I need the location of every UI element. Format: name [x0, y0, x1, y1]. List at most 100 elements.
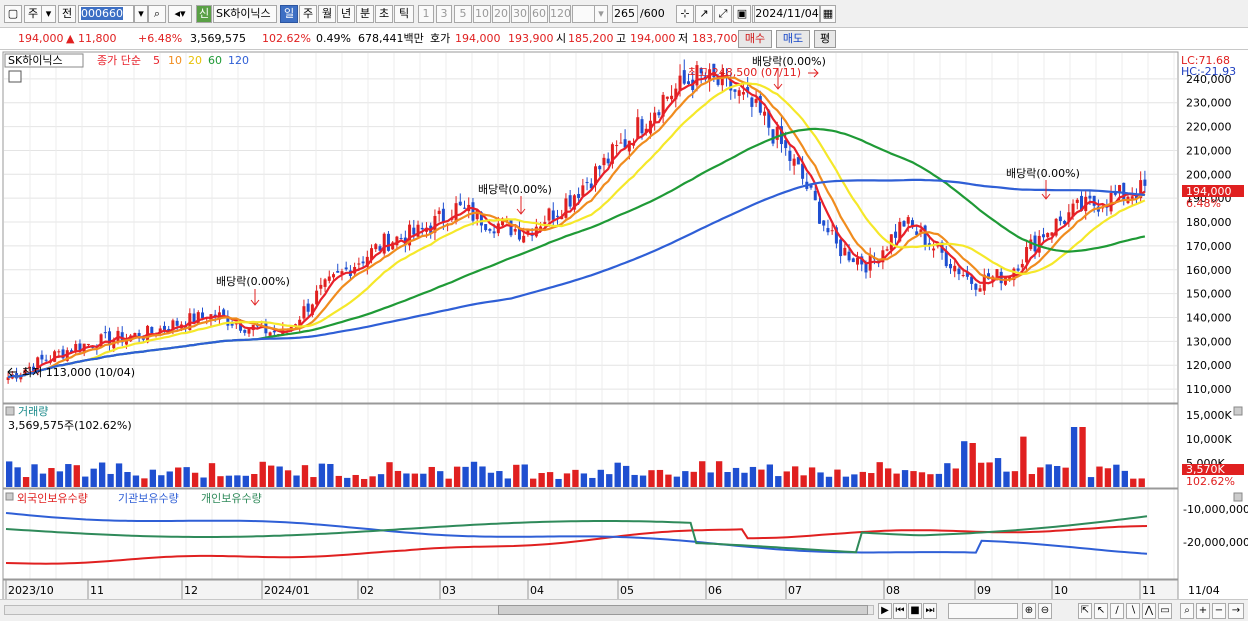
interval-20[interactable]: 20	[492, 5, 510, 23]
count-input[interactable]: 265	[612, 5, 638, 23]
scrollbar-track[interactable]	[4, 605, 874, 615]
calendar-icon[interactable]: ▦	[820, 5, 836, 23]
volume-bar	[800, 475, 807, 487]
candle	[272, 330, 276, 333]
interval-1[interactable]: 1	[418, 5, 434, 23]
speaker-icon[interactable]: ◂▾	[168, 5, 192, 23]
search-icon[interactable]: ⌕	[148, 5, 166, 23]
prev-button[interactable]: 전	[58, 5, 76, 23]
tab-period-tick[interactable]: 틱	[394, 5, 414, 23]
candle	[243, 329, 247, 333]
stop-icon[interactable]: ■	[908, 603, 922, 619]
x-label: 2024/01	[264, 584, 310, 597]
current-price-marker	[1182, 185, 1244, 197]
volume-bar	[969, 443, 976, 487]
interval-5[interactable]: 5	[454, 5, 472, 23]
crosshair-icon[interactable]: ⊹	[676, 5, 694, 23]
date-input[interactable]: 2024/11/04	[754, 5, 820, 23]
volume-panel-frame	[2, 403, 1179, 489]
interval-3[interactable]: 3	[436, 5, 452, 23]
save-icon[interactable]: ▣	[733, 5, 751, 23]
search-icon[interactable]: ⌕	[1180, 603, 1194, 619]
tool-icon[interactable]: ⋀	[1142, 603, 1156, 619]
candle	[686, 81, 690, 85]
tool-icon[interactable]: ⇱	[1078, 603, 1092, 619]
tool-icon[interactable]: ∖	[1126, 603, 1140, 619]
zoom-in-icon[interactable]: ⊕	[1022, 603, 1036, 619]
vol-current-marker	[1182, 464, 1244, 475]
chevron-down-icon[interactable]: ▾	[42, 5, 56, 23]
volume-bar	[22, 477, 30, 487]
tab-period-month[interactable]: 월	[318, 5, 336, 23]
avg-button[interactable]: 평	[814, 30, 836, 48]
interval-30[interactable]: 30	[511, 5, 529, 23]
volume-bar	[98, 462, 106, 487]
zoom-out-icon[interactable]: ⊖	[1038, 603, 1052, 619]
candle	[1092, 195, 1096, 206]
volume-bar	[1121, 470, 1128, 487]
scrollbar-thumb[interactable]	[498, 605, 868, 615]
volume-bar	[758, 469, 765, 487]
candle	[1134, 195, 1138, 199]
new-badge[interactable]: 신	[196, 5, 212, 23]
candle	[268, 332, 272, 336]
volume-bar	[707, 472, 714, 487]
volume-bar	[851, 474, 858, 487]
candle	[137, 333, 141, 339]
candle	[754, 99, 758, 103]
tab-period-week[interactable]: 주	[299, 5, 317, 23]
lc-label: LC:71.68	[1181, 54, 1230, 67]
chart-area[interactable]: SK하이닉스 종가 단순 5 10 20 60 120 LC:71.68 HC:…	[0, 51, 1248, 601]
tool-icon[interactable]: ▭	[1158, 603, 1172, 619]
volume-bar	[986, 462, 993, 487]
volume-bar	[580, 473, 588, 487]
tool-icon[interactable]: ∕	[1110, 603, 1124, 619]
candle	[192, 313, 196, 324]
rewind-icon[interactable]: ⏮	[893, 603, 907, 619]
x-label: 12	[184, 584, 198, 597]
candle	[948, 263, 952, 269]
tab-period-second[interactable]: 초	[375, 5, 393, 23]
interval-120[interactable]: 120	[549, 5, 571, 23]
layout-icon[interactable]: ▢	[4, 5, 22, 23]
zoom-icon[interactable]: ⤢	[714, 5, 732, 23]
interval-dropdown-icon[interactable]: ▾	[594, 5, 608, 23]
volume-bar	[158, 475, 165, 487]
buy-button[interactable]: 매수	[738, 30, 772, 48]
volume-bar	[124, 472, 131, 487]
volume-bar	[834, 469, 841, 487]
chart-svg[interactable]: SK하이닉스 종가 단순 5 10 20 60 120 LC:71.68 HC:…	[0, 51, 1248, 601]
holding-panel-frame	[2, 488, 1179, 580]
price-tick: 110,000	[1186, 383, 1232, 396]
price-tick: 140,000	[1186, 311, 1232, 324]
x-axis-panel	[2, 579, 1179, 601]
bottom-toolbar: ▶ ⏮ ■ ⏭ ⊕ ⊖ ⇱ ↖ ∕ ∖ ⋀ ▭ ⌕ + − →	[0, 599, 1248, 621]
draw-icon[interactable]: ↗	[695, 5, 713, 23]
min-label: 최저 113,000 (10/04)	[22, 366, 135, 379]
tab-period-day[interactable]: 일	[280, 5, 298, 23]
vol-tick: 10,000K	[1186, 433, 1232, 446]
minus-icon[interactable]: −	[1212, 603, 1226, 619]
interval-10[interactable]: 10	[473, 5, 491, 23]
volume-bar	[462, 466, 469, 487]
code-input[interactable]: 000660	[78, 5, 134, 23]
tool-icon[interactable]: ↖	[1094, 603, 1108, 619]
zoom-slider[interactable]	[948, 603, 1018, 619]
candle	[906, 217, 910, 224]
candle	[108, 331, 112, 346]
plus-icon[interactable]: +	[1196, 603, 1210, 619]
code-dropdown-icon[interactable]: ▾	[134, 5, 148, 23]
interval-60[interactable]: 60	[530, 5, 548, 23]
forward-icon[interactable]: ⏭	[923, 603, 937, 619]
volume-bar	[622, 465, 630, 487]
candle	[974, 283, 978, 290]
scroll-right-icon[interactable]: ▶	[878, 603, 892, 619]
volume-bar	[39, 473, 47, 487]
candle	[1050, 232, 1054, 236]
mode-select[interactable]: 주	[24, 5, 42, 23]
tab-period-year[interactable]: 년	[337, 5, 355, 23]
volume-bar	[783, 471, 790, 487]
tab-period-minute[interactable]: 분	[356, 5, 374, 23]
sell-button[interactable]: 매도	[776, 30, 810, 48]
arrow-right-icon[interactable]: →	[1228, 603, 1244, 619]
